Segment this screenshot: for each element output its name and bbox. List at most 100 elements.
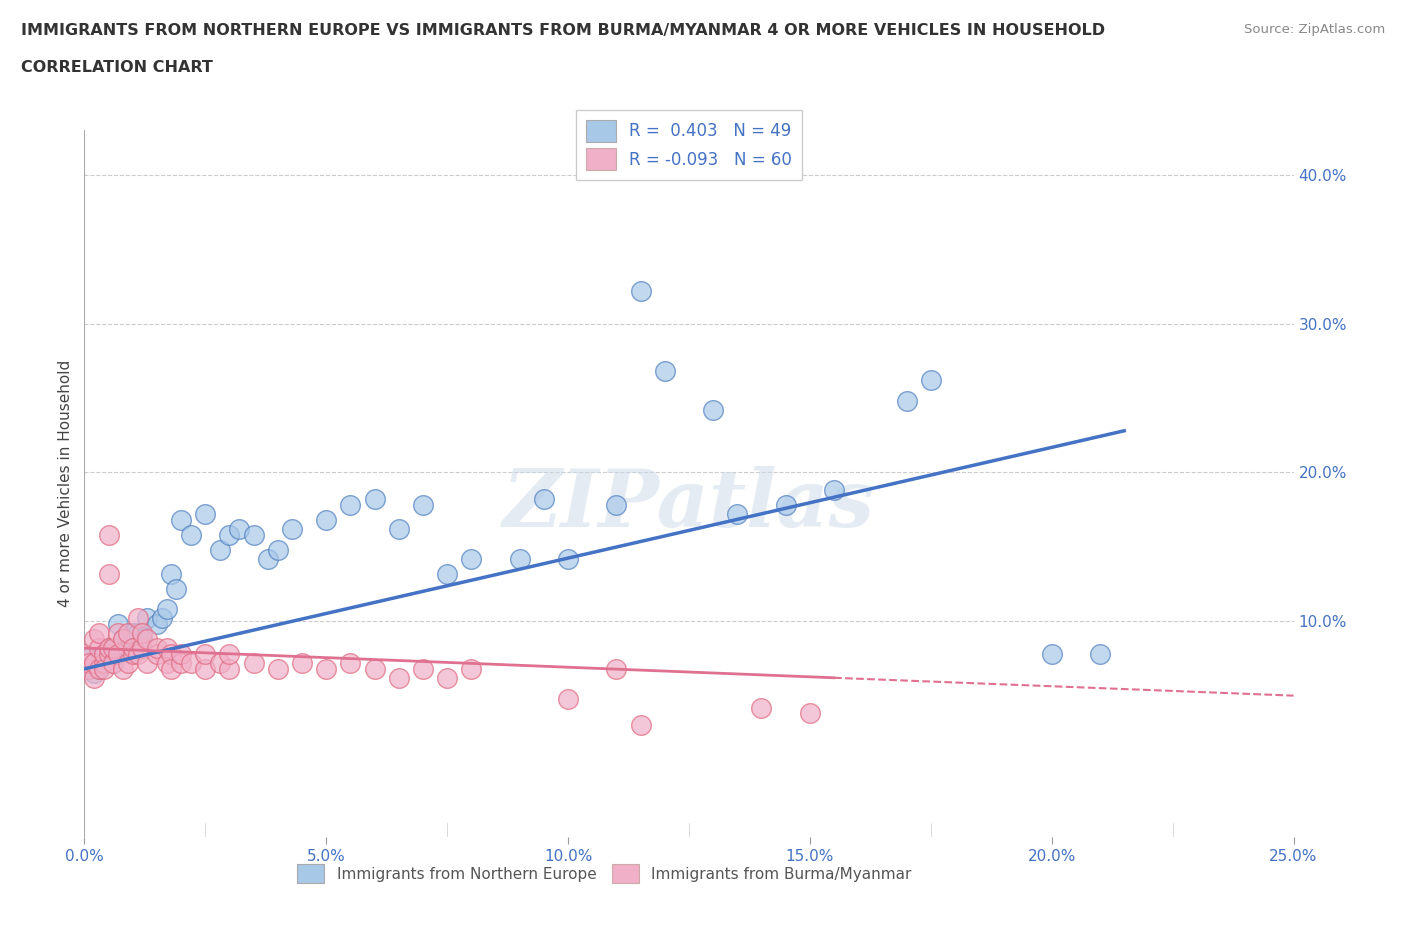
Point [97, 527, 120, 542]
Point [630, 284, 652, 299]
Point [165, 581, 187, 596]
Point [112, 631, 135, 646]
Point [107, 617, 129, 631]
Point [136, 631, 159, 646]
Point [291, 656, 314, 671]
Point [83, 666, 105, 681]
Point [557, 551, 579, 566]
Point [83, 631, 105, 646]
Point [533, 492, 555, 507]
Point [281, 522, 304, 537]
Point [194, 661, 217, 676]
Point [725, 507, 748, 522]
Point [146, 646, 169, 661]
Point [77, 651, 100, 666]
Point [896, 393, 918, 408]
Point [605, 661, 627, 676]
Point [388, 522, 411, 537]
Point [388, 671, 411, 685]
Point [121, 626, 143, 641]
Point [73, 646, 96, 661]
Point [775, 498, 797, 512]
Point [87, 641, 110, 656]
Point [363, 492, 385, 507]
Point [412, 498, 434, 512]
Point [97, 646, 120, 661]
Point [509, 551, 531, 566]
Point [87, 661, 110, 676]
Point [1088, 646, 1111, 661]
Point [363, 661, 385, 676]
Point [131, 641, 153, 656]
Point [160, 566, 183, 581]
Point [83, 671, 105, 685]
Point [702, 403, 724, 418]
Point [117, 641, 139, 656]
Point [180, 656, 202, 671]
Y-axis label: 4 or more Vehicles in Household: 4 or more Vehicles in Household [58, 360, 73, 607]
Point [97, 641, 120, 656]
Point [93, 656, 115, 671]
Point [121, 646, 143, 661]
Point [194, 646, 217, 661]
Point [267, 542, 290, 557]
Point [83, 656, 105, 671]
Point [208, 656, 231, 671]
Point [117, 656, 139, 671]
Point [136, 611, 159, 626]
Point [339, 656, 361, 671]
Point [93, 646, 115, 661]
Point [654, 364, 676, 379]
Point [194, 507, 217, 522]
Text: Source: ZipAtlas.com: Source: ZipAtlas.com [1244, 23, 1385, 36]
Point [160, 661, 183, 676]
Point [97, 641, 120, 656]
Point [87, 626, 110, 641]
Point [160, 646, 183, 661]
Point [112, 661, 135, 676]
Point [131, 631, 153, 646]
Point [799, 706, 821, 721]
Point [218, 661, 240, 676]
Point [605, 498, 627, 512]
Point [242, 656, 264, 671]
Point [630, 718, 652, 733]
Point [412, 661, 434, 676]
Point [218, 527, 240, 542]
Point [155, 641, 177, 656]
Legend: Immigrants from Northern Europe, Immigrants from Burma/Myanmar: Immigrants from Northern Europe, Immigra… [291, 857, 918, 889]
Point [920, 373, 942, 388]
Point [315, 661, 337, 676]
Point [170, 656, 193, 671]
Point [117, 626, 139, 641]
Point [121, 641, 143, 656]
Point [242, 527, 264, 542]
Point [460, 661, 482, 676]
Point [77, 661, 100, 676]
Text: CORRELATION CHART: CORRELATION CHART [21, 60, 212, 75]
Point [93, 646, 115, 661]
Point [218, 646, 240, 661]
Point [150, 611, 173, 626]
Point [155, 602, 177, 617]
Point [93, 661, 115, 676]
Point [170, 512, 193, 527]
Point [315, 512, 337, 527]
Point [103, 641, 125, 656]
Point [751, 700, 773, 715]
Point [136, 656, 159, 671]
Point [146, 641, 169, 656]
Point [228, 522, 250, 537]
Point [87, 661, 110, 676]
Point [127, 646, 149, 661]
Point [155, 656, 177, 671]
Point [170, 646, 193, 661]
Point [823, 483, 845, 498]
Text: ZIPatlas: ZIPatlas [503, 466, 875, 543]
Point [180, 527, 202, 542]
Point [1040, 646, 1063, 661]
Point [107, 646, 129, 661]
Text: IMMIGRANTS FROM NORTHERN EUROPE VS IMMIGRANTS FROM BURMA/MYANMAR 4 OR MORE VEHIC: IMMIGRANTS FROM NORTHERN EUROPE VS IMMIG… [21, 23, 1105, 38]
Point [257, 551, 280, 566]
Point [436, 671, 458, 685]
